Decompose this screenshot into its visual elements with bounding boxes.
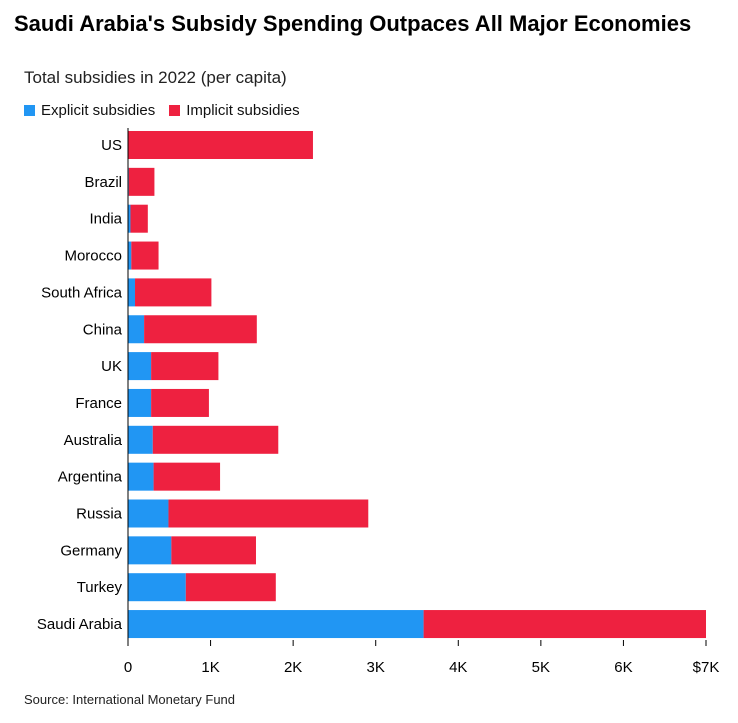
category-label-china: China xyxy=(83,321,123,338)
legend-item-explicit: Explicit subsidies xyxy=(24,102,155,119)
x-tick-label-1: 1K xyxy=(201,659,219,676)
bar-implicit-uk xyxy=(151,352,219,381)
category-label-morocco: Morocco xyxy=(64,248,122,265)
category-label-australia: Australia xyxy=(64,432,123,449)
bar-explicit-south-africa xyxy=(128,278,136,307)
x-tick-label-7: $7K xyxy=(693,659,720,676)
bar-implicit-india xyxy=(130,204,148,233)
source-note: Source: International Monetary Fund xyxy=(24,692,236,707)
bar-explicit-argentina xyxy=(128,462,154,491)
x-tick-label-2: 2K xyxy=(284,659,302,676)
bar-implicit-us xyxy=(128,131,313,159)
category-label-south-africa: South Africa xyxy=(41,284,123,301)
bar-explicit-morocco xyxy=(128,241,132,270)
category-label-france: France xyxy=(75,395,122,412)
bar-implicit-france xyxy=(151,388,209,417)
x-tick-label-5: 5K xyxy=(532,659,550,676)
bar-explicit-russia xyxy=(128,499,169,528)
category-label-uk: UK xyxy=(101,358,122,375)
category-label-germany: Germany xyxy=(60,542,122,559)
category-label-russia: Russia xyxy=(76,506,123,523)
category-label-us: US xyxy=(101,137,122,154)
category-label-argentina: Argentina xyxy=(58,469,123,486)
x-tick-label-6: 6K xyxy=(614,659,632,676)
bar-implicit-china xyxy=(144,315,257,344)
bar-implicit-south-africa xyxy=(135,278,212,307)
legend-label-implicit: Implicit subsidies xyxy=(186,101,300,119)
legend-item-implicit: Implicit subsidies xyxy=(169,101,300,119)
bar-explicit-australia xyxy=(128,425,153,454)
x-tick-label-4: 4K xyxy=(449,659,467,676)
bar-implicit-australia xyxy=(152,425,279,454)
bar-explicit-france xyxy=(128,388,152,417)
chart-subtitle: Total subsidies in 2022 (per capita) xyxy=(24,68,287,87)
category-label-turkey: Turkey xyxy=(77,579,123,596)
bar-explicit-germany xyxy=(128,536,172,565)
bar-implicit-germany xyxy=(171,536,256,565)
category-label-saudi-arabia: Saudi Arabia xyxy=(37,616,123,633)
legend-swatch-implicit xyxy=(169,104,181,116)
category-label-india: India xyxy=(89,211,122,228)
bar-implicit-saudi-arabia xyxy=(423,610,706,639)
bar-explicit-saudi-arabia xyxy=(128,610,424,639)
bar-implicit-morocco xyxy=(131,241,159,270)
bar-implicit-turkey xyxy=(185,573,276,602)
bar-implicit-russia xyxy=(168,499,369,528)
bar-implicit-brazil xyxy=(128,167,155,196)
bar-explicit-china xyxy=(128,315,145,344)
bar-explicit-india xyxy=(128,204,131,233)
bar-explicit-uk xyxy=(128,352,152,381)
bar-implicit-argentina xyxy=(153,462,221,491)
category-label-brazil: Brazil xyxy=(84,174,122,191)
x-tick-label-0: 0 xyxy=(124,659,132,676)
chart-legend: Explicit subsidies Implicit subsidies xyxy=(24,100,314,120)
chart-title: Saudi Arabia's Subsidy Spending Outpaces… xyxy=(14,11,692,36)
legend-label-explicit: Explicit subsidies xyxy=(41,101,156,119)
x-tick-label-3: 3K xyxy=(367,659,385,676)
legend-swatch-explicit xyxy=(24,104,35,116)
bar-explicit-turkey xyxy=(128,573,186,602)
